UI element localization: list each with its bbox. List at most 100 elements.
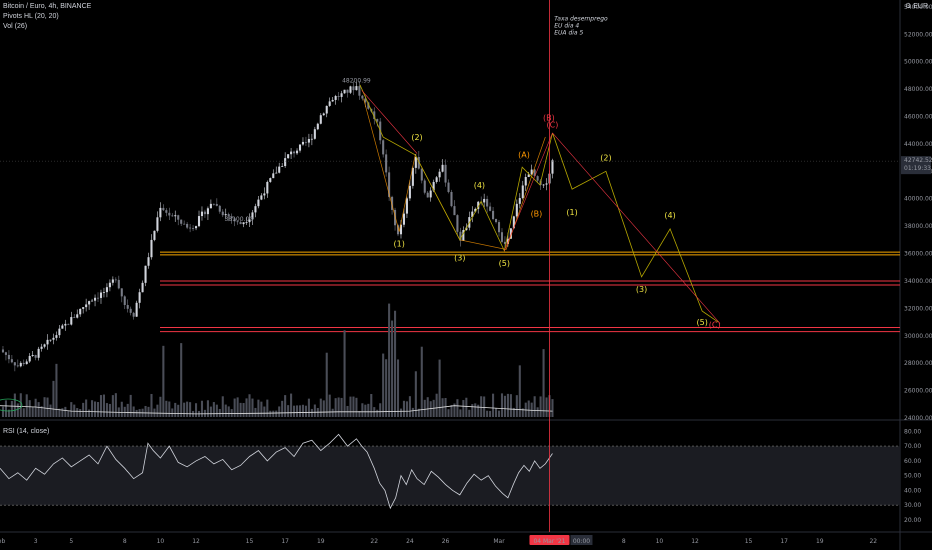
wave-label: (4) — [664, 211, 675, 220]
volume-bar — [105, 403, 108, 417]
wave-label: (1) — [566, 208, 577, 217]
volume-bar — [426, 397, 429, 417]
volume-bar — [269, 410, 272, 417]
candle-body — [192, 228, 195, 229]
price-tick-label: 24000.00 — [904, 415, 932, 422]
volume-bar — [379, 403, 382, 417]
candle-body — [61, 325, 64, 329]
volume-bar — [10, 400, 13, 417]
symbol-legend[interactable]: Bitcoin / Euro, 4h, BINANCE — [3, 3, 92, 10]
candle-body — [34, 355, 37, 358]
volume-bar — [503, 395, 506, 417]
candle-body — [165, 210, 168, 213]
time-tick-label: 12 — [691, 538, 699, 545]
candle-body — [132, 312, 135, 317]
rsi-legend[interactable]: RSI (14, close) — [3, 428, 50, 435]
candle-body — [307, 138, 310, 143]
volume-bar — [99, 395, 103, 417]
volume-bar — [281, 400, 284, 417]
volume-bar — [212, 402, 215, 417]
volume-bar — [67, 410, 70, 417]
currency-label[interactable]: ⚙ EUR — [905, 2, 928, 10]
volume-bar — [73, 404, 76, 417]
volume-bar — [438, 359, 441, 417]
volume-bar — [260, 401, 263, 417]
volume-bar — [257, 399, 260, 417]
candle-body — [58, 328, 61, 336]
candle-body — [171, 215, 174, 217]
rsi-tick-label: 80.00 — [904, 428, 921, 435]
time-tick-label: 19 — [816, 538, 824, 545]
volume-bar — [352, 396, 355, 417]
volume-bar — [126, 403, 129, 417]
candle-body — [355, 86, 358, 91]
volume-bar — [301, 404, 305, 417]
countdown-value: 01:19:33 — [904, 165, 931, 172]
time-clock-badge — [570, 535, 593, 545]
volume-legend[interactable]: Vol (26) — [3, 23, 28, 30]
volume-bar — [135, 409, 138, 417]
volume-bar — [506, 393, 509, 417]
candle-body — [486, 198, 489, 207]
candle-body — [301, 141, 305, 145]
wave-label: (A) — [518, 151, 530, 160]
candle-body — [396, 225, 400, 235]
volume-bar — [61, 408, 64, 417]
volume-bar — [221, 396, 224, 417]
pivot-label: 48200.99 — [342, 77, 371, 84]
candle-body — [527, 174, 530, 177]
volume-bar — [58, 408, 61, 417]
candle-body — [287, 154, 290, 159]
time-tick-label: 8 — [123, 538, 127, 545]
volume-bar — [429, 401, 432, 417]
candle-body — [254, 206, 257, 213]
pivot-label: 38100.00 — [224, 216, 253, 223]
volume-bar — [195, 403, 198, 417]
volume-bar — [441, 398, 444, 417]
wave-label: (C) — [547, 120, 559, 129]
price-tick-label: 32000.00 — [904, 305, 932, 312]
candle-body — [227, 214, 230, 217]
time-tick-label: 8 — [622, 538, 626, 545]
candle-body — [212, 203, 215, 205]
candle-body — [177, 215, 180, 220]
candle-body — [120, 288, 123, 297]
candle-body — [76, 314, 79, 318]
candle-body — [275, 172, 278, 174]
rsi-tick-label: 30.00 — [904, 502, 921, 509]
volume-bar — [4, 400, 7, 417]
volume-bar — [91, 400, 94, 417]
candle-body — [278, 166, 281, 173]
candle-body — [545, 183, 548, 185]
volume-bar — [358, 410, 361, 417]
candle-body — [13, 362, 16, 366]
volume-bar — [376, 409, 379, 417]
price-tick-label: 52000.00 — [904, 31, 932, 38]
candle-body — [147, 257, 150, 266]
price-tick-label: 30000.00 — [904, 333, 932, 340]
volume-bar — [94, 401, 97, 417]
volume-bar — [382, 353, 385, 417]
candle-body — [221, 211, 224, 216]
candle-body — [328, 101, 331, 106]
volume-bar — [411, 407, 414, 417]
volume-bar — [310, 408, 313, 417]
candle-body — [492, 210, 495, 220]
volume-bar — [551, 399, 554, 417]
pivots-legend[interactable]: Pivots HL (20, 20) — [3, 13, 59, 20]
wave-label: (B) — [531, 210, 543, 219]
candle-body — [269, 178, 272, 182]
candle-body — [462, 230, 465, 241]
candle-body — [37, 348, 40, 358]
settings-icon[interactable]: ⚙ — [904, 3, 912, 10]
volume-bar — [206, 400, 209, 417]
candle-body — [73, 317, 76, 318]
candle-body — [497, 222, 501, 233]
candle-body — [189, 227, 192, 229]
volume-bar — [111, 395, 114, 417]
volume-bar — [85, 399, 88, 417]
volume-bar — [70, 402, 73, 417]
volume-bar — [239, 402, 242, 417]
volume-bar — [343, 330, 346, 417]
